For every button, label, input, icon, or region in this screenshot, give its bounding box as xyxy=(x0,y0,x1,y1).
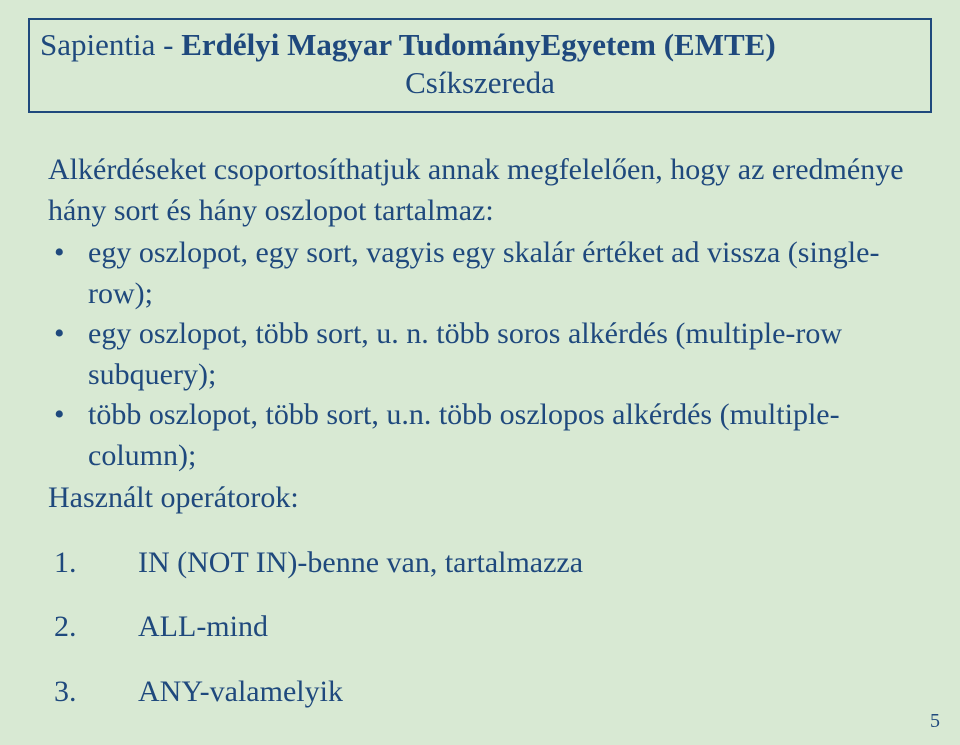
list-item: több oszlopot, több sort, u.n. több oszl… xyxy=(48,395,912,476)
header-line1: Sapientia - Erdélyi Magyar TudományEgyet… xyxy=(40,26,920,63)
bullet-list: egy oszlopot, egy sort, vagyis egy skalá… xyxy=(48,233,912,476)
intro-paragraph: Alkérdéseket csoportosíthatjuk annak meg… xyxy=(48,150,912,231)
header-subtitle: Csíkszereda xyxy=(40,65,920,101)
list-item: ALL-mind xyxy=(48,607,912,648)
page-number: 5 xyxy=(930,710,940,733)
list-item: ANY-valamelyik xyxy=(48,672,912,713)
operators-label: Használt operátorok: xyxy=(48,478,912,519)
list-item: egy oszlopot, egy sort, vagyis egy skalá… xyxy=(48,233,912,314)
header-title: Erdélyi Magyar TudományEgyetem (EMTE) xyxy=(181,27,775,62)
header-prefix: Sapientia - xyxy=(40,27,181,62)
slide-content: Alkérdéseket csoportosíthatjuk annak meg… xyxy=(48,150,912,712)
list-item: IN (NOT IN)-benne van, tartalmazza xyxy=(48,543,912,584)
header-box: Sapientia - Erdélyi Magyar TudományEgyet… xyxy=(28,18,932,113)
operators-list: IN (NOT IN)-benne van, tartalmazza ALL-m… xyxy=(48,543,912,713)
list-item: egy oszlopot, több sort, u. n. több soro… xyxy=(48,314,912,395)
